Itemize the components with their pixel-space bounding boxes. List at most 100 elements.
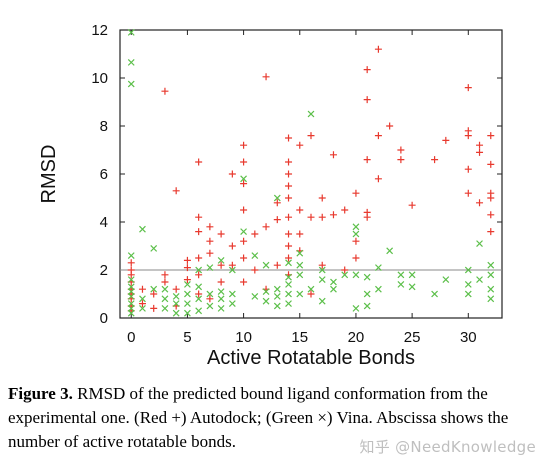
- autodock-point: [487, 189, 495, 197]
- autodock-point: [363, 156, 371, 164]
- vina-point: [217, 288, 225, 295]
- autodock-point: [487, 132, 495, 140]
- x-tick-label: 25: [404, 329, 421, 346]
- vina-point: [285, 259, 292, 267]
- autodock-point: [251, 230, 259, 238]
- vina-point: [127, 80, 135, 88]
- vina-point: [408, 271, 416, 279]
- caption-label: Figure 3.: [8, 384, 73, 403]
- autodock-point: [183, 276, 191, 284]
- vina-point: [161, 305, 169, 312]
- vina-point: [476, 240, 483, 247]
- autodock-point: [240, 141, 248, 149]
- autodock-point: [161, 271, 169, 279]
- autodock-point: [240, 180, 248, 188]
- vina-point: [217, 295, 225, 303]
- autodock-point: [464, 84, 472, 92]
- vina-point: [195, 295, 203, 303]
- vina-point: [184, 309, 191, 317]
- vina-point: [285, 273, 292, 281]
- vina-point: [386, 247, 394, 255]
- y-tick-label: 10: [91, 70, 108, 87]
- autodock-point: [307, 213, 315, 221]
- autodock-point: [464, 127, 472, 135]
- autodock-point: [240, 158, 248, 166]
- vina-point: [296, 249, 304, 257]
- vina-point: [161, 285, 169, 293]
- vina-point: [217, 305, 225, 312]
- vina-point: [487, 295, 495, 303]
- vina-point: [127, 29, 135, 36]
- autodock-point: [352, 189, 360, 197]
- vina-point: [139, 295, 146, 303]
- autodock-point: [161, 278, 169, 286]
- vina-point: [375, 264, 382, 271]
- autodock-point: [172, 187, 180, 195]
- autodock-point: [150, 290, 158, 298]
- vina-point: [363, 290, 371, 298]
- vina-point: [195, 283, 203, 291]
- vina-point: [150, 245, 158, 252]
- x-tick-label: 20: [348, 329, 365, 346]
- autodock-point: [228, 170, 236, 178]
- vina-point: [273, 285, 281, 293]
- autodock-point: [329, 151, 337, 159]
- vina-point: [273, 293, 281, 300]
- autodock-point: [318, 213, 326, 221]
- vina-point: [487, 285, 495, 293]
- autodock-point: [183, 256, 191, 264]
- vina-point: [228, 266, 236, 274]
- vina-point: [228, 290, 236, 298]
- autodock-point: [195, 228, 203, 236]
- vina-point: [217, 257, 225, 264]
- autodock-point: [285, 213, 293, 221]
- vina-point: [442, 276, 450, 283]
- vina-point: [352, 271, 360, 279]
- vina-series: [127, 29, 495, 317]
- vina-point: [228, 300, 236, 307]
- autodock-point: [285, 194, 293, 202]
- autodock-point: [217, 230, 225, 238]
- autodock-point: [352, 237, 360, 245]
- autodock-point: [195, 213, 203, 221]
- autodock-point: [138, 300, 146, 308]
- autodock-point: [307, 290, 315, 298]
- vina-point: [307, 110, 315, 118]
- autodock-point: [240, 278, 248, 286]
- autodock-point: [285, 170, 293, 178]
- vina-point: [251, 293, 259, 300]
- autodock-point: [476, 199, 484, 207]
- axis-labels: 0 5 10 15 20 25 30 0 2 4 6 8 10 12 Active Rotatable Bo…: [38, 22, 477, 369]
- y-tick-label: 8: [100, 118, 108, 135]
- figure-caption: Figure 3. RMSD of the predicted bound li…: [8, 382, 544, 454]
- vina-point: [487, 271, 495, 279]
- autodock-point: [318, 194, 326, 202]
- rmsd-scatter-chart: 0 5 10 15 20 25 30 0 2 4 6 8 10 12 Active Rotatable Bo…: [38, 22, 503, 369]
- autodock-point: [476, 148, 484, 156]
- y-tick-label: 4: [100, 214, 108, 231]
- autodock-point: [296, 141, 304, 149]
- vina-point: [262, 288, 270, 295]
- vina-point: [363, 273, 371, 281]
- y-tick-label: 0: [100, 310, 108, 327]
- autodock-point: [397, 146, 405, 154]
- autodock-point: [476, 141, 484, 149]
- vina-point: [195, 307, 203, 315]
- autodock-point: [195, 158, 203, 166]
- autodock-point: [217, 278, 225, 286]
- autodock-point: [273, 199, 281, 207]
- vina-point: [431, 290, 438, 298]
- plot-frame: [119, 29, 503, 319]
- autodock-point: [217, 261, 225, 269]
- autodock-point: [195, 254, 203, 262]
- autodock-point: [363, 208, 371, 216]
- autodock-point: [285, 230, 293, 238]
- vina-point: [127, 59, 135, 66]
- vina-point: [172, 293, 180, 300]
- vina-point: [307, 285, 315, 293]
- autodock-point: [363, 96, 371, 104]
- vina-point: [251, 252, 259, 259]
- autodock-series: [127, 45, 495, 315]
- x-axis-title: Active Rotatable Bonds: [207, 347, 415, 369]
- vina-point: [464, 290, 472, 298]
